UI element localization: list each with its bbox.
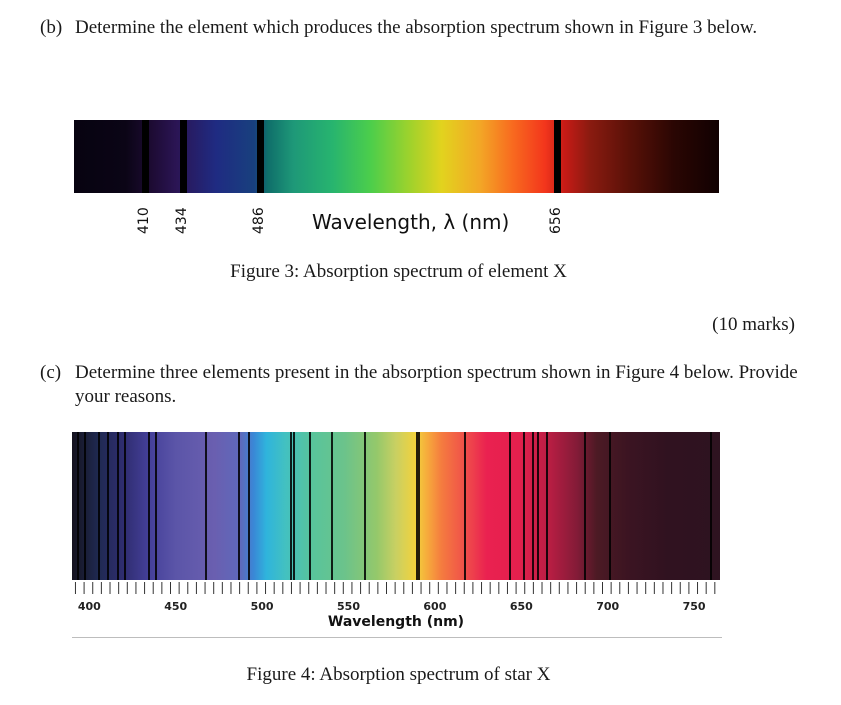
figure-4: Wavelength (nm) 400 450 500 550 600 650 700 750 xyxy=(72,432,720,632)
figure-3-axis-label: Wavelength, λ (nm) xyxy=(312,210,510,234)
absorption-line-434 xyxy=(180,120,187,193)
absorption-line-589 xyxy=(415,432,418,580)
absorption-line-397 xyxy=(84,432,87,580)
figure-4-axis-ticks xyxy=(74,582,716,594)
tick-label-550: 550 xyxy=(337,600,360,613)
line-label-656: 656 xyxy=(548,207,564,234)
absorption-line-651 xyxy=(523,432,525,580)
question-c-text: Determine three elements present in the … xyxy=(75,362,798,407)
figure-4-axis-label: Wavelength (nm) xyxy=(327,614,465,630)
absorption-line-492 xyxy=(248,432,251,580)
absorption-line-486 xyxy=(257,120,264,193)
absorption-line-656 xyxy=(554,120,561,193)
figure-4-caption: Figure 4: Absorption spectrum of star X xyxy=(246,664,551,685)
tick-label-600: 600 xyxy=(423,600,447,613)
absorption-line-405 xyxy=(97,432,100,580)
absorption-line-518 xyxy=(293,432,296,580)
tick-label-500: 500 xyxy=(250,600,274,613)
line-label-486: 486 xyxy=(251,207,267,234)
absorption-line-759 xyxy=(709,432,712,580)
tick-label-700: 700 xyxy=(596,600,620,613)
absorption-line-659 xyxy=(536,432,539,580)
absorption-line-393 xyxy=(77,432,80,580)
question-c-label: (c) xyxy=(40,362,62,383)
question-b-text: Determine the element which produces the… xyxy=(75,17,758,38)
spectrum-4 xyxy=(72,432,720,580)
figure-4-rule xyxy=(72,637,722,638)
tick-label-450: 450 xyxy=(164,600,188,613)
absorption-line-410 xyxy=(106,432,109,580)
absorption-line-664 xyxy=(545,432,548,580)
tick-label-400: 400 xyxy=(77,600,101,613)
absorption-line-656 xyxy=(531,432,534,580)
absorption-line-590 xyxy=(417,432,420,580)
absorption-line-559 xyxy=(364,432,366,580)
absorption-line-467 xyxy=(205,432,208,580)
figure-3-caption: Figure 3: Absorption spectrum of element… xyxy=(230,261,567,282)
tick-label-750: 750 xyxy=(682,600,706,613)
absorption-line-434 xyxy=(148,432,150,580)
absorption-line-438 xyxy=(154,432,157,580)
absorption-line-617 xyxy=(464,432,467,580)
absorption-line-643 xyxy=(509,432,512,580)
spectrum-3 xyxy=(74,120,719,193)
question-c: (c) Determine three elements present in … xyxy=(40,361,800,409)
absorption-line-540 xyxy=(331,432,334,580)
absorption-line-416 xyxy=(116,432,119,580)
absorption-line-516 xyxy=(289,432,292,580)
absorption-line-486 xyxy=(237,432,240,580)
figure-3: 410 434 486 656 xyxy=(74,120,719,234)
marks-label: (10 marks) xyxy=(712,314,795,335)
question-b: (b) Determine the element which produces… xyxy=(40,16,800,40)
line-label-410: 410 xyxy=(136,207,152,234)
question-b-label: (b) xyxy=(40,17,63,38)
absorption-line-701 xyxy=(609,432,612,580)
line-label-434: 434 xyxy=(174,207,190,234)
tick-label-650: 650 xyxy=(509,600,533,613)
absorption-line-420 xyxy=(123,432,126,580)
absorption-line-527 xyxy=(308,432,311,580)
absorption-line-410 xyxy=(142,120,149,193)
absorption-line-686 xyxy=(583,432,586,580)
